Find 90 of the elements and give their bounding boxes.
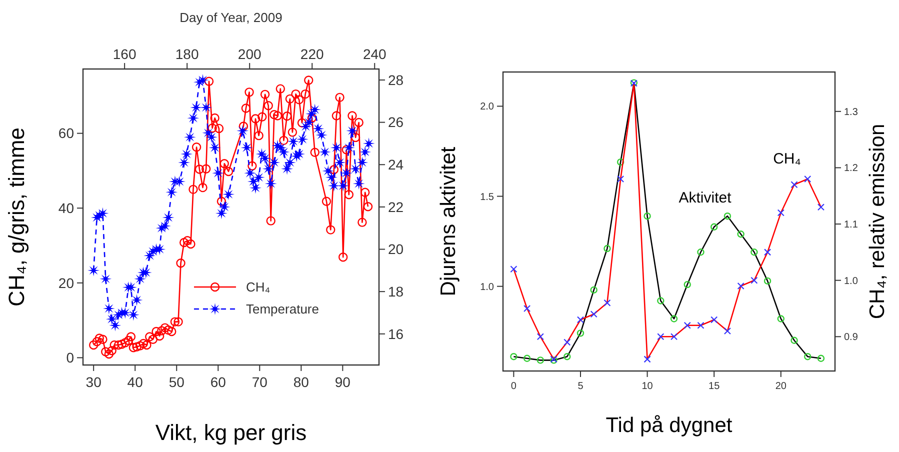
point bbox=[644, 212, 651, 220]
point bbox=[804, 352, 812, 360]
point bbox=[790, 181, 798, 188]
y2-axis-title: CH₄, relativ emission bbox=[866, 124, 889, 320]
point bbox=[657, 333, 664, 340]
x-axis-title: Vikt, kg per gris bbox=[155, 420, 307, 445]
x2-tick-label: 200 bbox=[238, 46, 262, 62]
x-tick-label: 0 bbox=[510, 381, 517, 392]
point bbox=[536, 333, 544, 340]
point bbox=[737, 282, 744, 290]
point bbox=[617, 175, 624, 183]
point bbox=[536, 356, 544, 364]
point bbox=[817, 354, 825, 362]
y2-tick-label: 20 bbox=[388, 241, 404, 258]
point bbox=[576, 330, 584, 337]
point bbox=[790, 336, 798, 344]
y-tick-label: 20 bbox=[58, 274, 74, 291]
point bbox=[724, 212, 732, 220]
y2-tick-label: 28 bbox=[388, 72, 404, 88]
point bbox=[710, 223, 718, 231]
point bbox=[684, 322, 691, 329]
y-axis-title: CH₄, g/gris, timme bbox=[4, 128, 29, 306]
point bbox=[764, 277, 772, 285]
point bbox=[724, 327, 731, 335]
x-tick-label: 5 bbox=[578, 381, 584, 392]
x-tick-label: 30 bbox=[86, 374, 102, 390]
annotation: Aktivitet bbox=[678, 189, 732, 206]
y-tick-label: 1.5 bbox=[480, 192, 494, 203]
point bbox=[710, 316, 718, 324]
point bbox=[764, 248, 772, 256]
y2-tick-label: 18 bbox=[388, 283, 404, 300]
point bbox=[644, 356, 651, 363]
point bbox=[576, 316, 584, 324]
point bbox=[604, 299, 611, 306]
x2-tick-label: 240 bbox=[362, 46, 387, 62]
x2-tick-label: 220 bbox=[300, 46, 324, 62]
point bbox=[524, 304, 531, 312]
y2-tick-label: 16 bbox=[388, 326, 404, 342]
point bbox=[604, 244, 611, 252]
y-tick-label: 2.0 bbox=[480, 102, 494, 113]
x-tick-label: 10 bbox=[642, 381, 654, 392]
point bbox=[510, 352, 518, 360]
y2-tick-label: 0.9 bbox=[844, 332, 858, 344]
point bbox=[670, 315, 678, 322]
y-tick-label: 0 bbox=[66, 350, 74, 366]
point bbox=[804, 175, 812, 183]
x-tick-label: 80 bbox=[293, 374, 310, 390]
point bbox=[697, 248, 704, 256]
point bbox=[564, 338, 571, 346]
point bbox=[737, 230, 744, 238]
y-tick-label: 60 bbox=[58, 125, 74, 142]
y2-tick-label: 1.1 bbox=[844, 220, 858, 231]
y-tick-label: 1.0 bbox=[480, 282, 494, 293]
x-tick-label: 50 bbox=[168, 374, 185, 390]
point bbox=[564, 352, 571, 360]
y2-tick-label: 26 bbox=[388, 114, 404, 130]
y2-tick-label: 1.2 bbox=[844, 163, 858, 174]
y-axis-title: Djurens aktivitet bbox=[437, 146, 460, 296]
y2-tick-label: 22 bbox=[388, 198, 404, 215]
y2-tick-label: 24 bbox=[388, 156, 404, 173]
x2-tick-label: 180 bbox=[175, 46, 199, 62]
legend-label: CH₄ bbox=[246, 280, 270, 295]
y2-tick-label: 1.3 bbox=[844, 106, 858, 118]
y2-tick-label: 1.0 bbox=[844, 276, 858, 287]
point bbox=[616, 158, 624, 166]
x-tick-label: 60 bbox=[210, 374, 226, 390]
x-axis-title: Tid på dygnet bbox=[606, 414, 732, 437]
x-tick-label: 90 bbox=[334, 374, 351, 390]
x-tick-label: 15 bbox=[708, 381, 720, 392]
x-tick-label: 40 bbox=[127, 374, 144, 390]
point bbox=[510, 266, 518, 273]
point bbox=[777, 315, 784, 322]
x2-tick-label: 160 bbox=[112, 46, 136, 62]
y-tick-label: 40 bbox=[58, 200, 74, 216]
x-tick-label: 20 bbox=[775, 381, 787, 392]
point bbox=[750, 276, 758, 284]
point bbox=[777, 209, 784, 216]
x2-axis-title: Day of Year, 2009 bbox=[180, 10, 282, 25]
point bbox=[684, 280, 691, 288]
point bbox=[590, 286, 598, 294]
point bbox=[523, 354, 531, 362]
legend-label: Temperature bbox=[246, 302, 319, 317]
annotation: CH₄ bbox=[773, 150, 801, 168]
point bbox=[670, 333, 678, 340]
point bbox=[697, 322, 704, 329]
x-tick-label: 70 bbox=[252, 374, 268, 390]
point bbox=[657, 297, 664, 304]
point bbox=[750, 248, 758, 256]
point bbox=[817, 204, 825, 211]
point bbox=[590, 310, 598, 318]
